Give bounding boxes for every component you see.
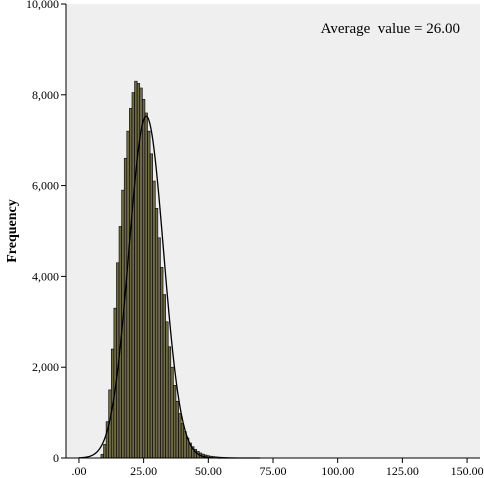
y-ticks-group: 0 2,000 4,000 6,000 8,000 10,000 (26, 0, 66, 465)
histogram-bar (144, 112, 148, 459)
histogram-bar (167, 346, 172, 459)
x-tick-label: 75.00 (260, 464, 287, 478)
y-tick-label: 0 (53, 451, 59, 465)
histogram-bar (170, 366, 174, 459)
x-tick-label: 50.00 (195, 464, 222, 478)
average-annotation: Average value = 26.00 (321, 21, 460, 37)
histogram-bar (147, 130, 151, 459)
y-tick-label: 10,000 (26, 0, 59, 11)
histogram-bar (165, 321, 169, 459)
histogram-bar (123, 158, 128, 459)
y-tick-label: 6,000 (32, 179, 59, 193)
histogram-bar (152, 180, 156, 459)
histogram-bar (129, 108, 133, 459)
y-tick-label: 2,000 (32, 360, 59, 374)
histogram-bar (183, 431, 187, 459)
histogram-bar (103, 444, 107, 459)
histogram-bar (180, 423, 185, 459)
x-tick-label: 25.00 (130, 464, 157, 478)
histogram-bar (162, 294, 166, 459)
x-ticks-group: .00 25.00 50.00 75.00 100.00 125.00 150.00 (71, 458, 484, 478)
x-tick-label: 125.00 (386, 464, 419, 478)
histogram-bar (175, 400, 179, 459)
histogram-bar (157, 237, 161, 459)
histogram-bar (134, 80, 138, 459)
histogram-bar (126, 130, 130, 459)
y-axis-title: Frequency (5, 199, 20, 263)
histogram-bar (173, 385, 177, 459)
y-tick-label: 8,000 (32, 88, 59, 102)
histogram-bar (139, 87, 143, 459)
histogram-bar (100, 454, 104, 459)
histogram-bar (131, 92, 135, 459)
x-tick-label: .00 (71, 464, 86, 478)
histogram-bar (160, 267, 164, 459)
histogram-bar (142, 99, 146, 459)
y-tick-label: 4,000 (32, 269, 59, 283)
x-tick-label: 150.00 (451, 464, 484, 478)
histogram-bar (154, 208, 159, 459)
x-tick-label: 100.00 (321, 464, 354, 478)
histogram-bar (149, 153, 153, 459)
histogram-bar (178, 413, 182, 459)
